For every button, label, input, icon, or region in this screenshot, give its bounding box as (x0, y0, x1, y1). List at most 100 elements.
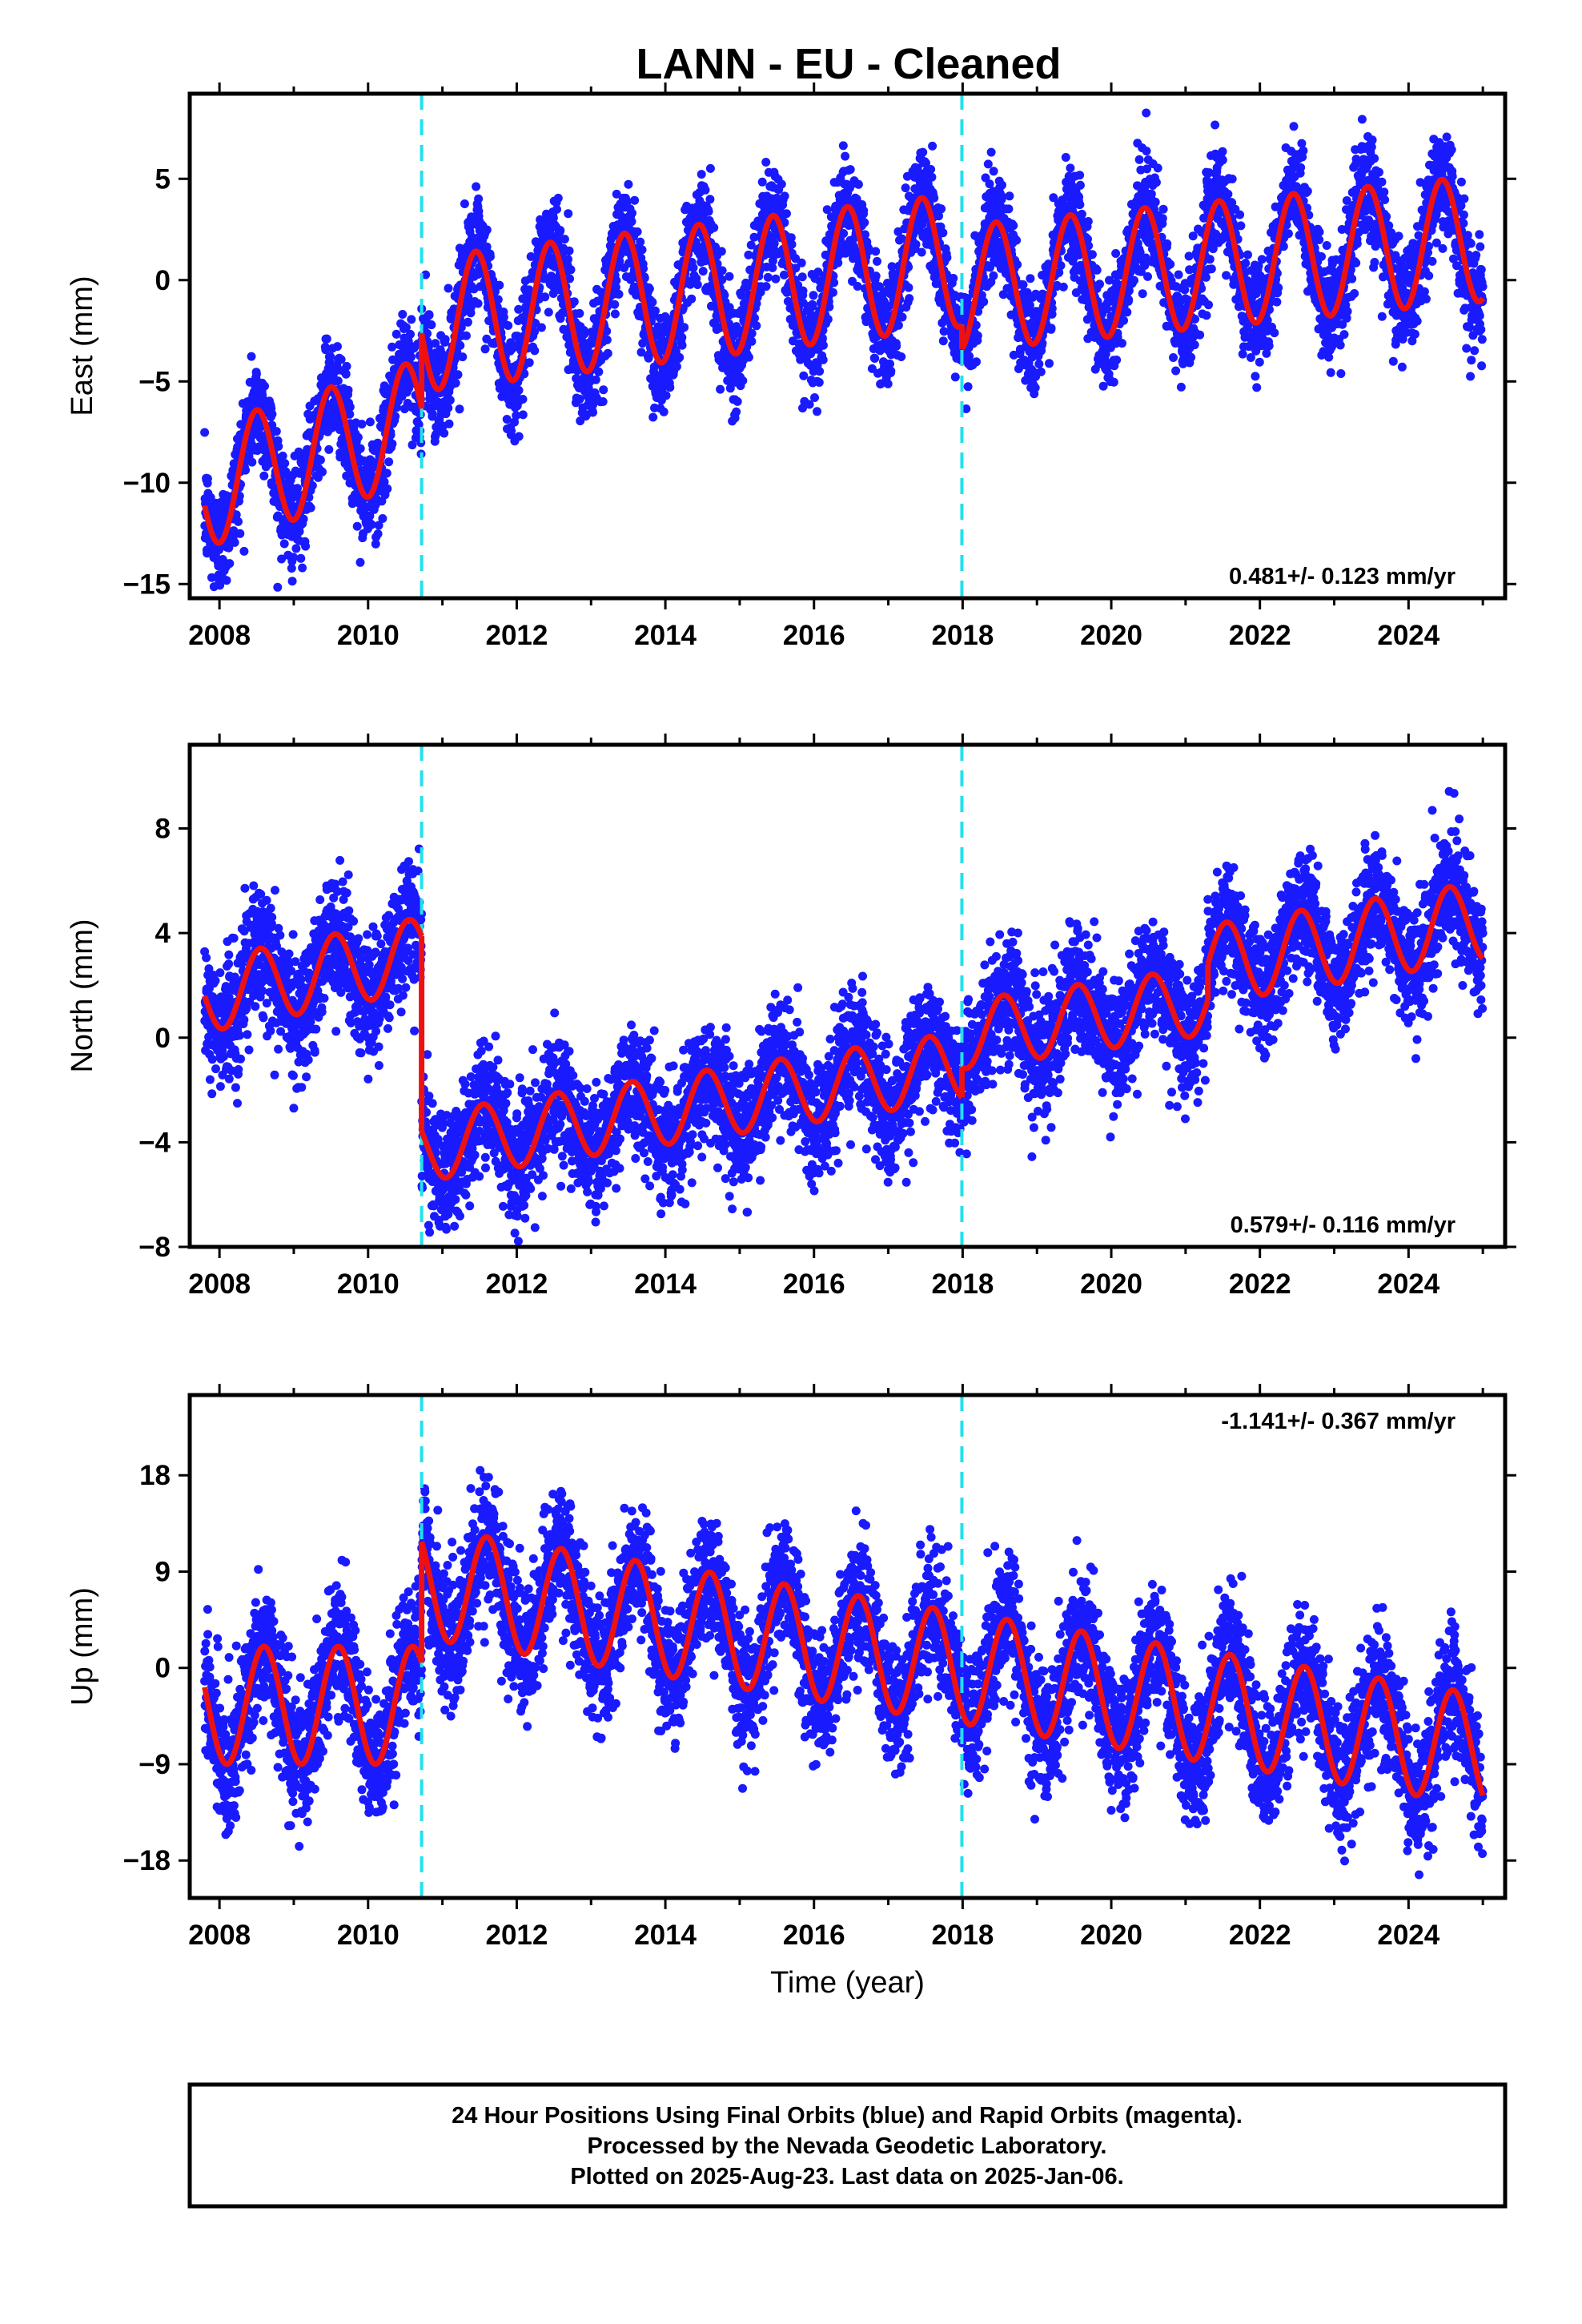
east-data-point (659, 407, 669, 416)
east-data-point (401, 323, 411, 332)
east-data-point (499, 312, 508, 322)
east-data-point (711, 242, 720, 251)
east-data-point (1036, 367, 1046, 376)
east-data-point (473, 299, 483, 308)
east-data-point (321, 345, 331, 355)
east-data-point (1186, 352, 1196, 362)
east-data-point (716, 384, 725, 394)
east-data-point (809, 291, 818, 300)
east-data-point (838, 141, 848, 151)
east-data-point (624, 179, 633, 189)
east-data-point (230, 537, 239, 547)
east-data-point (648, 412, 658, 422)
east-data-point (267, 409, 277, 419)
east-data-point (1009, 221, 1018, 231)
east-data-point (614, 289, 624, 299)
east-data-point (342, 361, 351, 371)
east-data-point (989, 271, 998, 280)
east-data-point (733, 396, 742, 406)
east-data-point (556, 226, 565, 235)
east-data-point (603, 348, 612, 358)
east-data-point (427, 320, 436, 330)
east-data-point (357, 420, 367, 429)
east-data-point (280, 459, 290, 468)
east-data-point (353, 432, 363, 442)
east-data-point (1066, 163, 1075, 173)
east-data-point (355, 557, 365, 567)
east-data-point (897, 312, 907, 322)
east-data-point (763, 272, 773, 282)
east-data-point (408, 440, 417, 450)
east-data-point (926, 165, 936, 174)
east-data-point (222, 576, 231, 585)
east-data-point (482, 242, 492, 251)
east-data-point (287, 577, 297, 586)
east-data-point (704, 207, 713, 216)
east-data-point (632, 227, 642, 236)
east-data-point (1075, 180, 1085, 190)
east-data-point (388, 355, 398, 364)
east-data-point (905, 294, 914, 304)
east-data-point (548, 213, 558, 223)
east-data-point (787, 239, 797, 249)
east-data-point (596, 287, 606, 297)
east-data-point (451, 378, 460, 388)
east-data-point (343, 385, 353, 395)
east-data-point (333, 342, 342, 352)
east-data-point (1074, 192, 1084, 202)
east-data-point (1151, 178, 1161, 187)
east-data-point (271, 427, 281, 436)
east-data-point (245, 377, 255, 387)
east-data-point (206, 493, 215, 502)
east-data-point (665, 383, 675, 392)
east-data-point (544, 308, 553, 317)
east-data-point (989, 167, 998, 176)
east-data-point (636, 348, 646, 357)
east-data-point (553, 193, 563, 203)
east-data-point (717, 247, 726, 256)
east-data-point (818, 355, 828, 364)
east-data-point (1111, 249, 1121, 258)
east-data-point (893, 320, 903, 330)
east-data-point (482, 225, 492, 235)
east-data-point (520, 369, 529, 379)
east-data-point (307, 480, 317, 490)
east-data-point (615, 256, 624, 266)
east-data-point (458, 352, 468, 362)
east-data-point (950, 372, 960, 382)
east-data-point (680, 323, 689, 332)
east-data-point (315, 455, 325, 464)
east-data-point (853, 179, 863, 189)
east-data-point (1184, 251, 1194, 261)
east-data-point (705, 195, 715, 204)
east-data-point (391, 329, 401, 339)
east-data-point (839, 229, 849, 238)
east-data-point (725, 271, 734, 281)
east-data-point (326, 352, 335, 361)
east-data-point (1004, 204, 1014, 214)
east-data-point (215, 545, 224, 554)
east-data-point (367, 520, 376, 529)
east-data-point (911, 239, 921, 249)
east-data-point (540, 292, 550, 302)
east-data-point (514, 432, 524, 441)
east-data-point (203, 549, 212, 558)
east-data-point (637, 245, 647, 255)
east-data-point (421, 270, 431, 279)
east-data-point (514, 385, 524, 395)
east-data-point (1176, 382, 1186, 392)
east-data-point (1046, 324, 1056, 333)
east-data-point (333, 376, 343, 386)
east-data-point (235, 529, 245, 538)
east-data-point (1211, 120, 1220, 130)
east-data-point (463, 317, 472, 327)
east-data-point (1005, 191, 1014, 201)
east-data-point (507, 426, 516, 436)
east-data-point (1122, 308, 1132, 317)
east-data-point (296, 553, 306, 563)
east-data-point (345, 409, 355, 419)
east-data-point (709, 223, 719, 232)
east-data-point (504, 321, 513, 330)
east-data-point (1204, 300, 1213, 310)
